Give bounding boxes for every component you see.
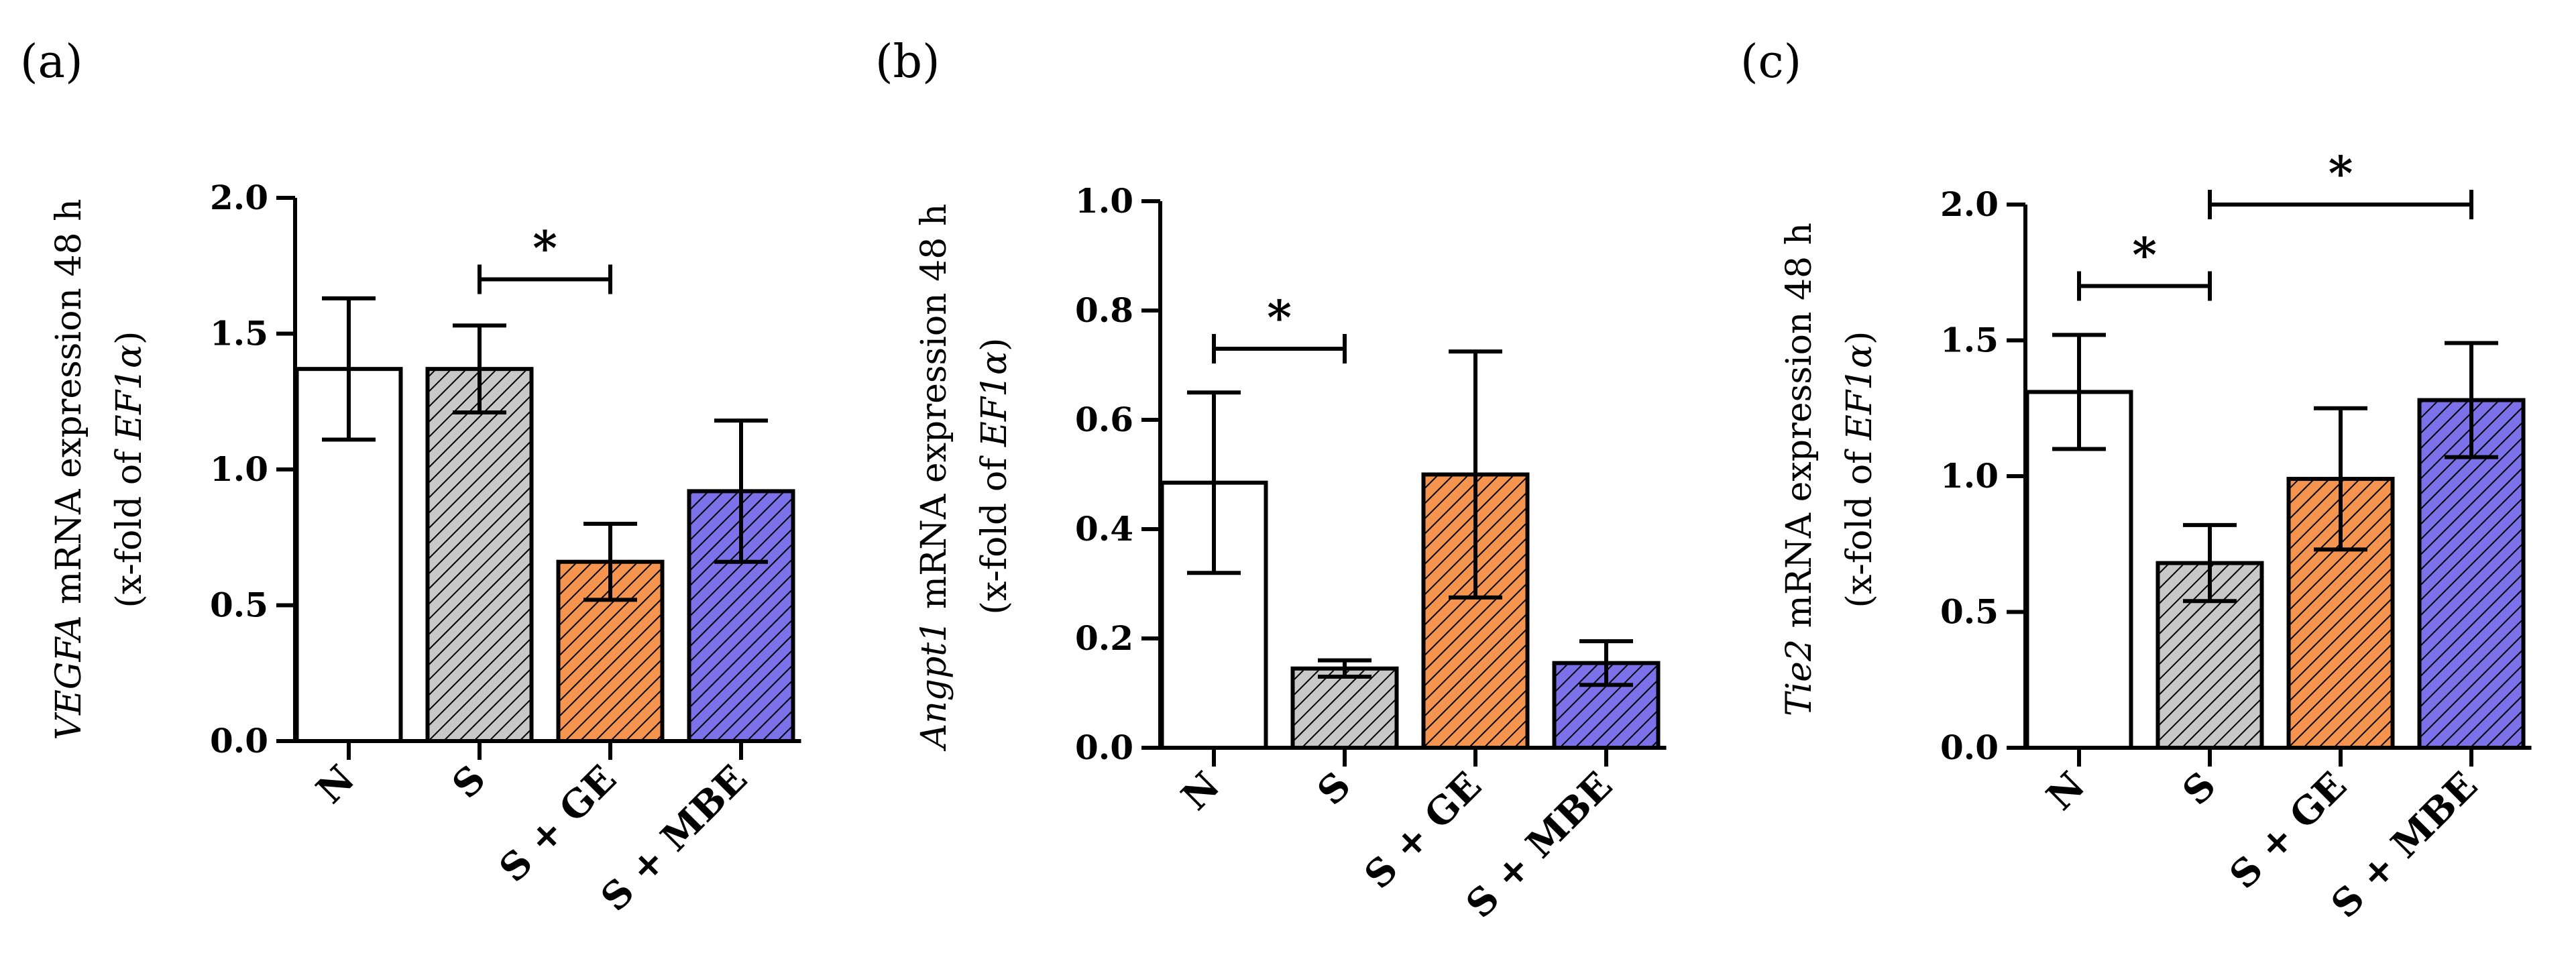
category-label-b-2: S + GE xyxy=(1356,763,1490,897)
y-tick-label-c-4: 2.0 xyxy=(1940,184,1999,224)
error-bar-c-0 xyxy=(2052,333,2106,451)
significance-star-a-0: * xyxy=(533,221,557,276)
chart-panel-c: (c) Tie2 mRNA expression 48 h (x-fold of… xyxy=(1740,36,2532,927)
y-axis-gene-b: Angpt1 xyxy=(914,620,954,752)
y-axis-unit-c: (x-fold of EF1α) xyxy=(1840,331,1880,608)
y-axis-unit-prefix-b: (x-fold of xyxy=(974,447,1015,614)
chart-panel-a: (a) VEGFA mRNA expression 48 h (x-fold o… xyxy=(20,36,801,920)
error-bar-a-2 xyxy=(583,522,637,602)
y-tick-label-a-4: 2.0 xyxy=(210,178,268,217)
y-axis-title-c: mRNA expression 48 h xyxy=(1779,223,1819,639)
plot-area-a: 0.00.51.01.52.0N SS + GES + MBE* xyxy=(210,178,801,920)
y-tick-label-b-2: 0.4 xyxy=(1075,509,1133,549)
category-label-c-1: S xyxy=(2174,763,2225,813)
y-axis-unit-prefix-c: (x-fold of xyxy=(1840,440,1880,608)
y-tick-label-a-2: 1.0 xyxy=(210,449,268,489)
y-axis-unit-ref-a: EF1α xyxy=(109,345,150,441)
y-axis-title-a: mRNA expression 48 h xyxy=(49,199,89,615)
y-axis-label-c: Tie2 mRNA expression 48 h xyxy=(1779,223,1819,716)
category-label-b-0: N xyxy=(1173,763,1229,819)
y-tick-label-c-3: 1.5 xyxy=(1940,321,1999,360)
y-axis-unit-ref-c: EF1α xyxy=(1840,345,1880,441)
y-axis-label-b: Angpt1 mRNA expression 48 h xyxy=(914,204,954,752)
significance-star-c-1: * xyxy=(2329,146,2353,201)
y-axis-label-a: VEGFA mRNA expression 48 h xyxy=(49,199,89,740)
y-axis-unit-prefix-a: (x-fold of xyxy=(109,440,150,608)
y-tick-label-a-3: 1.5 xyxy=(210,314,268,353)
error-bar-a-3 xyxy=(714,418,768,564)
y-tick-label-c-1: 0.5 xyxy=(1940,592,1999,632)
error-bar-c-2 xyxy=(2314,406,2367,552)
error-bar-a-0 xyxy=(322,296,376,442)
y-tick-label-c-2: 1.0 xyxy=(1940,456,1999,496)
error-bar-b-1 xyxy=(1318,658,1371,679)
significance-bracket-c-1 xyxy=(2208,190,2473,219)
significance-star-c-0: * xyxy=(2132,227,2157,283)
bar-hatch-a-1 xyxy=(429,371,530,739)
y-axis-unit-a: (x-fold of EF1α) xyxy=(109,331,150,608)
significance-bracket-a-0 xyxy=(478,264,612,294)
error-bar-c-1 xyxy=(2183,522,2237,604)
y-axis-unit-suffix-a: ) xyxy=(109,331,150,345)
y-axis-unit-b: (x-fold of EF1α) xyxy=(974,338,1015,615)
error-bar-a-1 xyxy=(453,323,506,414)
y-tick-label-b-4: 0.8 xyxy=(1075,290,1133,330)
error-bar-b-2 xyxy=(1449,349,1502,600)
bar-hatch-b-1 xyxy=(1294,670,1395,746)
error-bar-b-0 xyxy=(1187,390,1241,575)
significance-star-b-0: * xyxy=(1267,290,1292,345)
category-label-b-1: S xyxy=(1309,763,1359,813)
y-axis-unit-suffix-b: ) xyxy=(974,338,1015,351)
y-axis-title-b: mRNA expression 48 h xyxy=(914,204,954,620)
y-tick-label-a-1: 0.5 xyxy=(210,585,268,625)
y-tick-label-b-3: 0.6 xyxy=(1075,400,1133,439)
bar-hatch-c-3 xyxy=(2421,402,2522,746)
y-tick-label-c-0: 0.0 xyxy=(1940,728,1999,767)
category-label-c-2: S + GE xyxy=(2221,763,2355,897)
plot-area-c: 0.00.51.01.52.0N SS + GES + MBE** xyxy=(1940,146,2532,927)
panel-label-a: (a) xyxy=(20,36,83,89)
y-tick-label-b-0: 0.0 xyxy=(1075,728,1133,767)
y-axis-unit-ref-b: EF1α xyxy=(974,351,1015,447)
y-axis-gene-c: Tie2 xyxy=(1779,639,1819,716)
category-label-a-1: S xyxy=(444,756,494,807)
category-label-c-0: N xyxy=(2038,763,2094,819)
error-bar-c-3 xyxy=(2445,341,2498,459)
significance-bracket-b-0 xyxy=(1212,334,1347,364)
y-axis-gene-a: VEGFA xyxy=(49,615,89,740)
y-tick-label-b-5: 1.0 xyxy=(1075,181,1133,221)
chart-panel-b: (b) Angpt1 mRNA expression 48 h (x-fold … xyxy=(875,36,1667,927)
y-axis-unit-suffix-c: ) xyxy=(1840,331,1880,345)
plot-area-b: 0.00.20.40.60.81.0N SS + GES + MBE* xyxy=(1075,181,1667,927)
error-bar-b-3 xyxy=(1579,639,1633,687)
category-label-a-2: S + GE xyxy=(491,756,625,891)
panel-label-c: (c) xyxy=(1740,36,1801,89)
significance-bracket-c-0 xyxy=(2077,271,2212,301)
category-label-a-0: N xyxy=(308,756,363,812)
panel-label-b: (b) xyxy=(875,36,940,89)
y-tick-label-b-1: 0.2 xyxy=(1075,618,1133,658)
y-tick-label-a-0: 0.0 xyxy=(210,721,268,761)
